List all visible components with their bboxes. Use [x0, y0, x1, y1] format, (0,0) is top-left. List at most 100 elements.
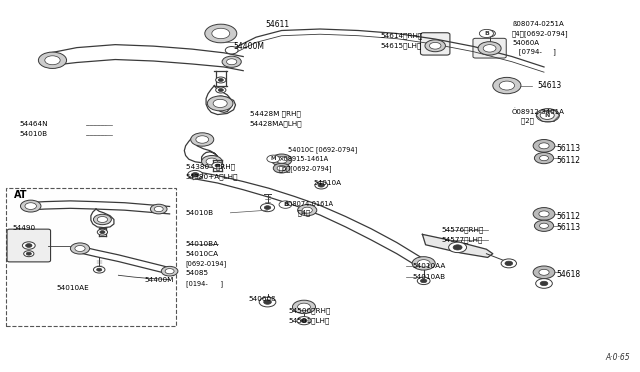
Circle shape — [487, 32, 492, 35]
Text: 54060ß: 54060ß — [248, 296, 276, 302]
Circle shape — [205, 24, 237, 43]
Text: 54010A: 54010A — [314, 180, 342, 186]
Text: 54085: 54085 — [186, 270, 209, 276]
Text: AT: AT — [14, 190, 28, 201]
Circle shape — [191, 173, 199, 177]
FancyBboxPatch shape — [6, 188, 176, 326]
Circle shape — [202, 155, 222, 167]
Text: M: M — [271, 156, 276, 161]
Circle shape — [276, 157, 287, 163]
Circle shape — [292, 300, 316, 314]
Text: 54428M 〈RH〉: 54428M 〈RH〉 — [250, 110, 300, 117]
Text: [0794-     ]: [0794- ] — [512, 49, 556, 55]
Circle shape — [453, 245, 462, 250]
Circle shape — [215, 164, 220, 167]
Circle shape — [425, 40, 445, 52]
Text: [0692-0194]: [0692-0194] — [186, 260, 227, 267]
Text: 54010AB: 54010AB — [413, 274, 446, 280]
Circle shape — [154, 206, 163, 212]
FancyBboxPatch shape — [420, 33, 450, 55]
Text: ß08074-0251A: ß08074-0251A — [512, 21, 564, 27]
Text: 56113: 56113 — [557, 144, 581, 153]
Text: 54615〈LH〉: 54615〈LH〉 — [381, 42, 422, 49]
Circle shape — [26, 252, 31, 255]
Circle shape — [26, 244, 32, 247]
Circle shape — [22, 242, 35, 249]
Circle shape — [429, 42, 441, 49]
Text: 54576〈RH〉: 54576〈RH〉 — [442, 227, 484, 233]
FancyBboxPatch shape — [473, 38, 506, 58]
Text: 54490: 54490 — [13, 225, 36, 231]
FancyBboxPatch shape — [7, 229, 51, 262]
Text: ß08074-0161A: ß08074-0161A — [285, 201, 334, 207]
Circle shape — [539, 269, 549, 275]
Polygon shape — [422, 234, 493, 257]
Circle shape — [97, 217, 108, 222]
Text: Ó08912-3401A: Ó08912-3401A — [512, 108, 565, 115]
Circle shape — [218, 89, 223, 92]
Text: 54577〈LH〉: 54577〈LH〉 — [442, 237, 483, 243]
Circle shape — [417, 277, 430, 285]
Text: 54010B: 54010B — [19, 131, 47, 137]
Circle shape — [298, 303, 310, 311]
Circle shape — [449, 242, 467, 253]
Circle shape — [264, 206, 271, 209]
Circle shape — [216, 87, 226, 93]
Circle shape — [540, 281, 548, 286]
Text: 54400M: 54400M — [144, 277, 173, 283]
Circle shape — [420, 279, 427, 283]
Circle shape — [100, 231, 105, 234]
Circle shape — [97, 229, 108, 235]
Text: 54010AE: 54010AE — [56, 285, 89, 291]
Text: 54613: 54613 — [538, 81, 562, 90]
Circle shape — [539, 211, 549, 217]
Text: B: B — [484, 31, 489, 36]
Circle shape — [267, 155, 280, 163]
Text: 54618: 54618 — [557, 270, 581, 279]
Circle shape — [70, 243, 90, 254]
Circle shape — [534, 153, 554, 164]
Circle shape — [279, 201, 292, 208]
Circle shape — [38, 52, 67, 68]
Text: 54501〈LH〉: 54501〈LH〉 — [288, 317, 330, 324]
Circle shape — [213, 99, 227, 108]
Circle shape — [196, 136, 209, 143]
Text: 54614〈RH〉: 54614〈RH〉 — [381, 32, 423, 39]
Circle shape — [150, 204, 167, 214]
Circle shape — [45, 56, 60, 65]
Circle shape — [24, 251, 34, 257]
Circle shape — [318, 183, 324, 187]
Circle shape — [188, 170, 203, 179]
Circle shape — [540, 223, 548, 228]
Text: 〈6〉[0692-0794]: 〈6〉[0692-0794] — [278, 165, 332, 171]
Circle shape — [301, 319, 307, 323]
Circle shape — [264, 300, 271, 304]
Circle shape — [216, 77, 226, 83]
Circle shape — [533, 208, 555, 220]
Text: 54380+A〈LH〉: 54380+A〈LH〉 — [186, 173, 238, 180]
Text: 54010BA: 54010BA — [186, 241, 219, 247]
Circle shape — [315, 182, 328, 189]
Text: 54010C [0692-0794]: 54010C [0692-0794] — [288, 146, 357, 153]
Text: 54428MA〈LH〉: 54428MA〈LH〉 — [250, 120, 302, 127]
Circle shape — [505, 261, 513, 266]
Text: 54010CA: 54010CA — [186, 251, 219, 257]
Circle shape — [417, 260, 430, 267]
Text: 54380   〈RH〉: 54380 〈RH〉 — [186, 163, 235, 170]
Circle shape — [302, 207, 312, 213]
Circle shape — [271, 154, 292, 166]
Circle shape — [206, 158, 218, 165]
Text: 〈2〉: 〈2〉 — [512, 118, 534, 124]
Circle shape — [536, 279, 552, 288]
Circle shape — [297, 317, 311, 325]
Text: 54611: 54611 — [266, 20, 290, 29]
Circle shape — [533, 266, 555, 279]
Circle shape — [540, 155, 548, 161]
Circle shape — [540, 111, 554, 119]
Circle shape — [533, 140, 555, 152]
Circle shape — [483, 45, 496, 52]
Text: A·0·65: A·0·65 — [606, 353, 630, 362]
Circle shape — [75, 246, 85, 251]
Circle shape — [212, 28, 230, 39]
Circle shape — [298, 205, 317, 216]
